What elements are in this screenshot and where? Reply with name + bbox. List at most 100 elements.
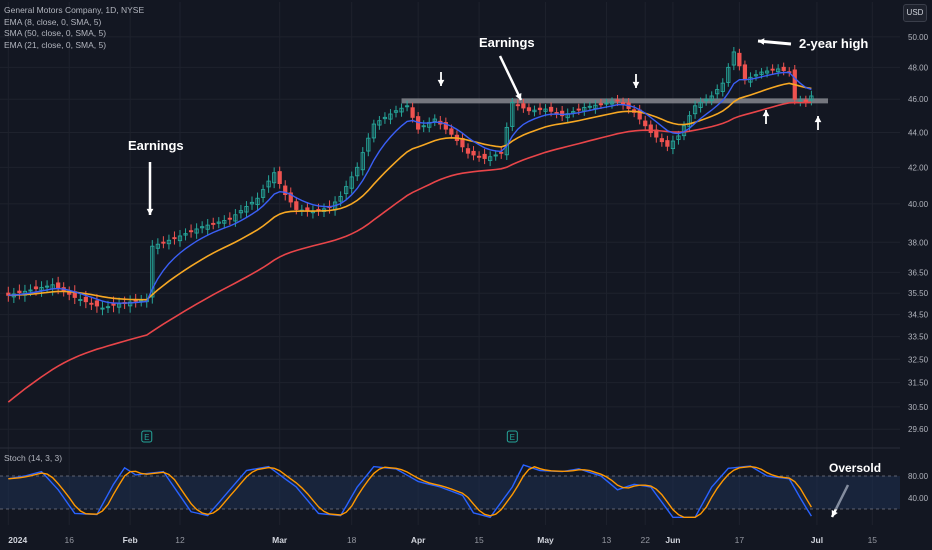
candle	[637, 104, 642, 125]
stoch-legend[interactable]: Stoch (14, 3, 3)	[4, 453, 63, 463]
candle-body	[604, 102, 609, 105]
candle-body	[465, 148, 471, 154]
stoch-tick-label: 80.00	[908, 472, 929, 481]
candle-body	[388, 113, 393, 120]
candle	[172, 231, 177, 245]
candle-body	[493, 154, 498, 157]
price-tick-label: 48.00	[908, 63, 929, 72]
price-tick-label: 36.50	[908, 268, 929, 277]
price-tick-label: 33.50	[908, 333, 929, 342]
candle	[648, 120, 653, 138]
candle-body	[504, 126, 509, 156]
candle	[67, 286, 72, 301]
up-arrow-jul	[814, 116, 822, 130]
candle-body	[67, 291, 72, 295]
candle	[537, 103, 543, 115]
candle	[598, 98, 604, 109]
candle-body	[704, 98, 709, 102]
candles	[6, 46, 814, 316]
candle-body	[371, 123, 376, 139]
price-tick-label: 32.50	[908, 355, 929, 364]
arrow-head	[515, 93, 522, 100]
annotation-texts: Earnings Earnings 2-year high Oversold	[128, 35, 881, 475]
candle	[382, 112, 388, 124]
earnings-marker: E	[506, 430, 518, 443]
currency-button[interactable]: USD	[903, 4, 927, 22]
time-axis[interactable]: 2024 16 Feb 12 Mar 18 Apr 15 May 13 22 Jun 17 Jul 15	[8, 535, 877, 545]
candle	[742, 60, 748, 85]
candle-body	[781, 66, 786, 71]
candle-body	[172, 237, 177, 240]
earnings-marker: E	[141, 430, 153, 443]
candle	[283, 180, 288, 201]
candle	[188, 224, 194, 238]
candle-body	[482, 153, 487, 159]
candle	[404, 100, 410, 112]
candle-body	[238, 210, 244, 214]
down-arrow-may	[632, 74, 640, 88]
candle	[670, 135, 676, 155]
stoch-d-line	[8, 465, 812, 518]
candle	[659, 133, 664, 147]
candle	[526, 103, 532, 115]
candle	[371, 119, 376, 143]
candle	[344, 180, 349, 200]
candle	[504, 122, 509, 160]
price-tick-label: 30.50	[908, 403, 929, 412]
price-axis[interactable]: 50.00 48.00 46.00 44.00 42.00 40.00 38.00 36.50…	[908, 33, 929, 503]
candle-body	[648, 124, 653, 133]
arrow-head	[437, 79, 445, 86]
candle-body	[216, 221, 221, 224]
candle-body	[200, 226, 205, 229]
candle	[571, 107, 576, 118]
candle-body	[89, 302, 94, 305]
candle-body	[266, 180, 271, 188]
candle-body	[698, 102, 703, 108]
candle	[360, 147, 365, 176]
time-tick-label: Feb	[123, 535, 138, 545]
candle-body	[211, 222, 216, 225]
sma50-legend[interactable]: SMA (50, close, 0, SMA, 5)	[4, 28, 107, 38]
candle-body	[233, 214, 238, 222]
candle-body	[737, 52, 742, 67]
candle-body	[742, 64, 748, 81]
candle-body	[715, 89, 720, 95]
time-tick-label: 15	[868, 535, 878, 545]
candle-body	[128, 301, 133, 307]
time-tick-label: 16	[64, 535, 74, 545]
candle	[560, 106, 565, 121]
candle-body	[78, 299, 83, 301]
ema8-legend[interactable]: EMA (8, close, 0, SMA, 5)	[4, 16, 102, 27]
candle	[698, 97, 703, 113]
candle-body	[776, 68, 781, 73]
symbol-title[interactable]: General Motors Company, 1D, NYSE	[4, 5, 145, 15]
candle-body	[543, 108, 548, 112]
candle	[205, 219, 210, 236]
candle	[377, 116, 382, 130]
candle-body	[687, 115, 692, 128]
price-tick-label: 40.00	[908, 200, 929, 209]
candle	[255, 192, 260, 211]
candle-body	[33, 286, 39, 290]
candle	[493, 150, 498, 161]
candle	[643, 115, 648, 131]
candle-body	[382, 116, 388, 120]
candle	[410, 102, 415, 123]
candle	[720, 78, 725, 97]
candle	[465, 143, 471, 159]
candle	[421, 120, 426, 133]
candle-body	[44, 285, 50, 288]
grid-lines	[0, 2, 900, 525]
candle-body	[615, 99, 620, 102]
candle-body	[260, 189, 266, 198]
candle-body	[510, 102, 515, 127]
candle	[349, 171, 354, 194]
candle	[609, 97, 615, 109]
arrow-head	[146, 208, 154, 215]
candle-body	[609, 101, 615, 105]
earnings-arrow-2	[498, 55, 523, 101]
ema21-legend[interactable]: EMA (21, close, 0, SMA, 5)	[4, 39, 107, 50]
candle-body	[537, 107, 543, 111]
